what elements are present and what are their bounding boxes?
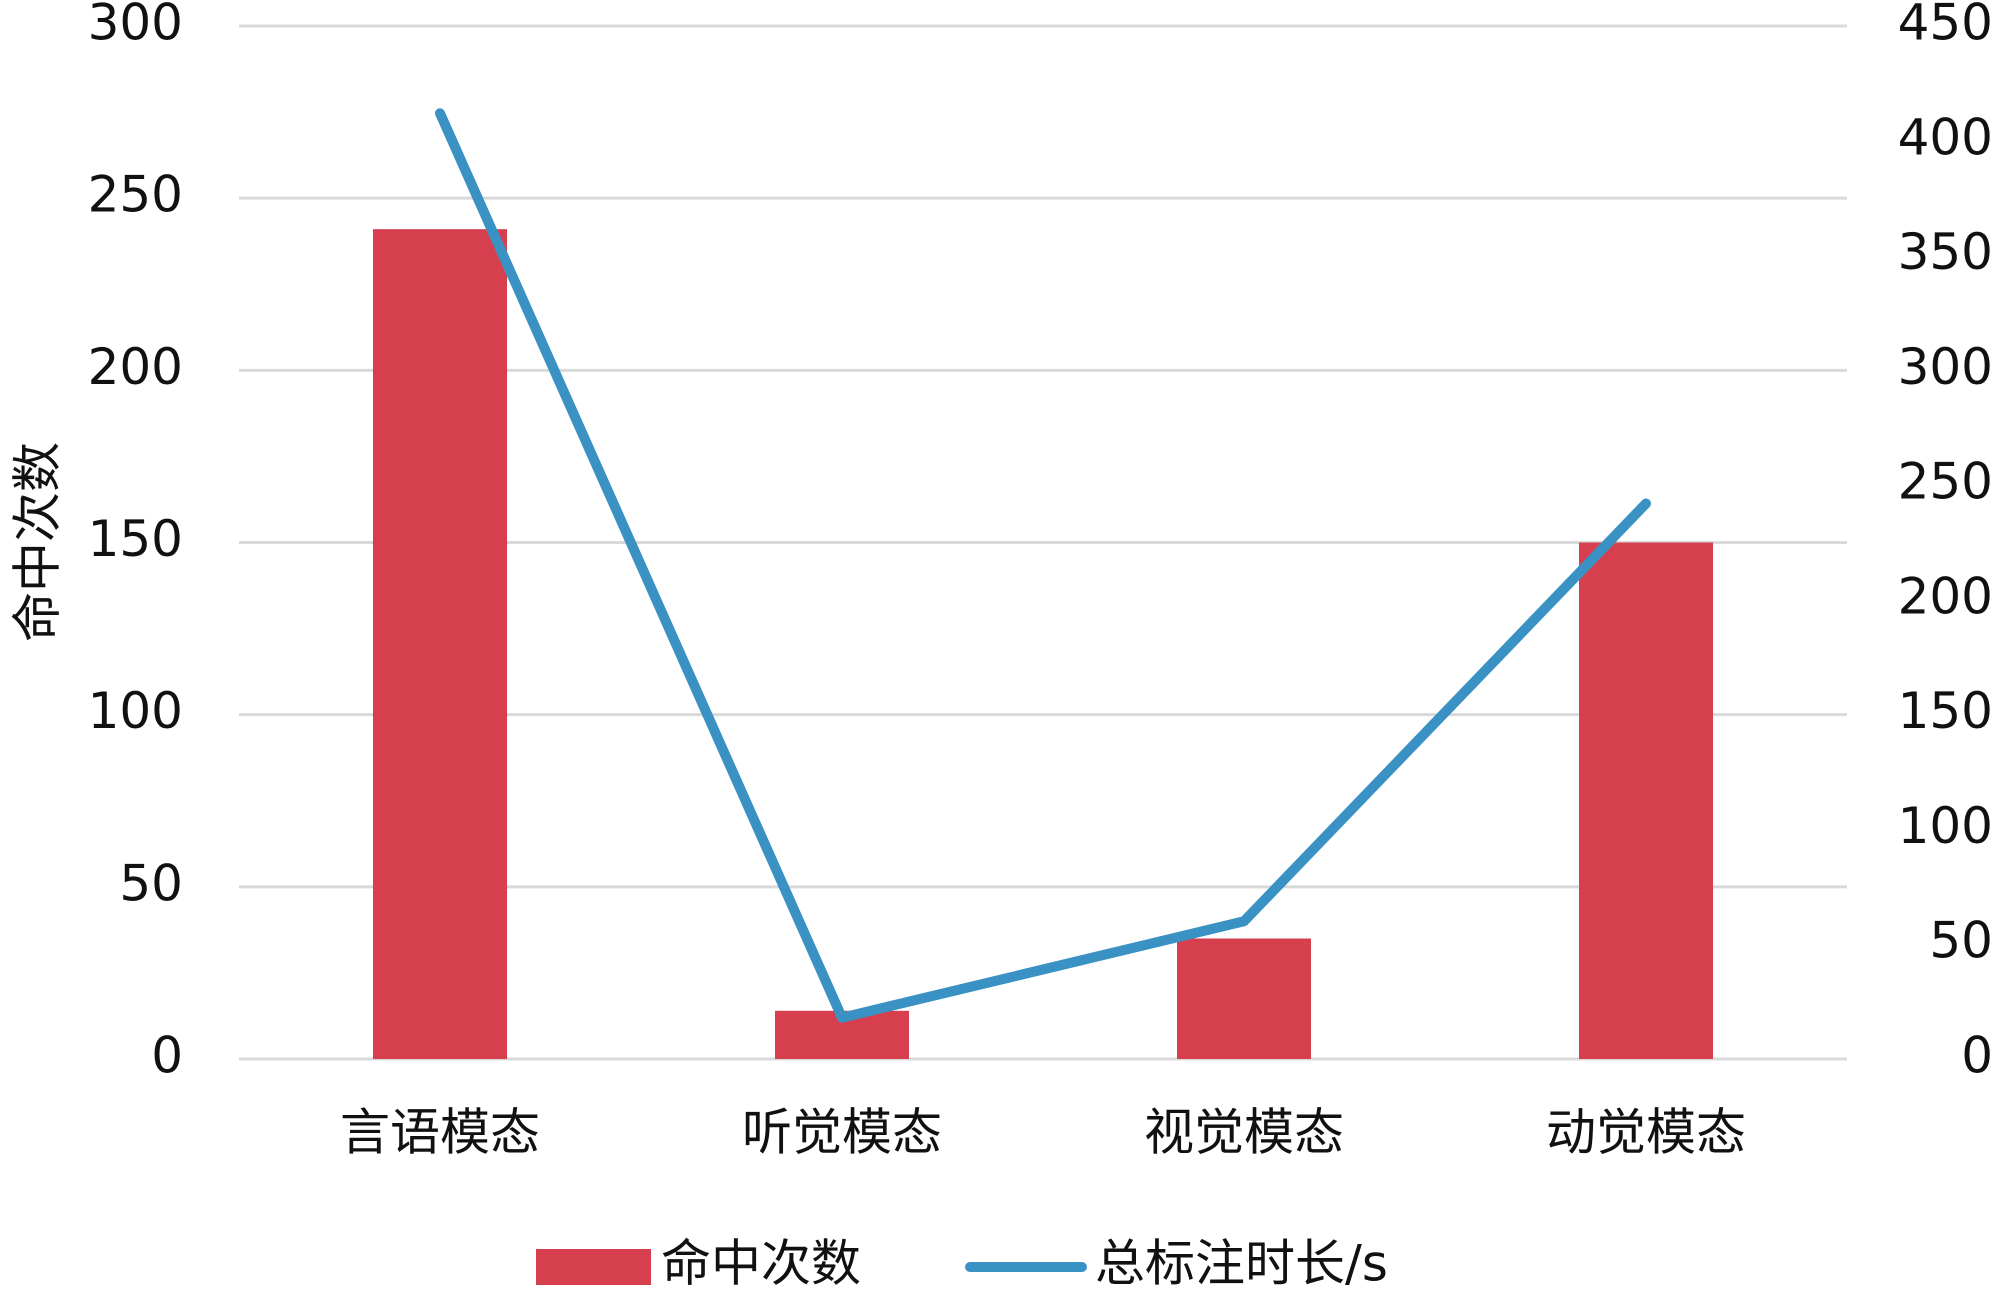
- bar: [1177, 938, 1311, 1059]
- y2-tick-label: 0: [1961, 1027, 1993, 1085]
- x-tick-label: 动觉模态: [1546, 1104, 1746, 1162]
- y2-tick-label: 400: [1898, 108, 1993, 166]
- y2-tick-label: 100: [1898, 797, 1993, 855]
- y-tick-label: 0: [151, 1027, 183, 1085]
- y-tick-label: 150: [88, 510, 183, 568]
- legend-label: 总标注时长/s: [1095, 1235, 1388, 1293]
- x-tick-label: 言语模态: [340, 1104, 540, 1162]
- bar: [373, 229, 507, 1059]
- y2-tick-label: 250: [1898, 453, 1993, 511]
- x-tick-label: 视觉模态: [1144, 1104, 1344, 1162]
- y-axis-title: 命中次数: [9, 442, 67, 642]
- y2-tick-label: 50: [1929, 912, 1993, 970]
- y2-tick-label: 150: [1898, 682, 1993, 740]
- legend-label: 命中次数: [661, 1235, 861, 1293]
- bar: [1579, 542, 1713, 1059]
- legend-swatch: [536, 1249, 651, 1285]
- x-tick-label: 听觉模态: [742, 1104, 942, 1162]
- y2-tick-label: 350: [1898, 223, 1993, 281]
- y-tick-label: 300: [88, 0, 183, 52]
- y2-tick-label: 200: [1898, 567, 1993, 625]
- y2-tick-label: 450: [1898, 0, 1993, 52]
- y-tick-label: 200: [88, 338, 183, 396]
- y-tick-label: 50: [119, 854, 183, 912]
- y2-tick-label: 300: [1898, 338, 1993, 396]
- y-tick-label: 100: [88, 682, 183, 740]
- line: [435, 108, 1651, 1023]
- y-tick-label: 250: [88, 166, 183, 224]
